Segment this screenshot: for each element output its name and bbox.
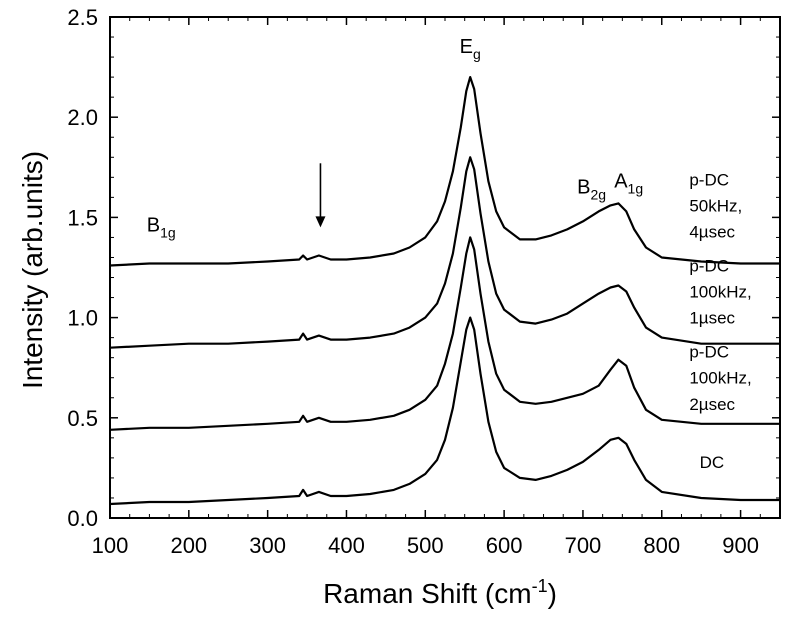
series-line-1 <box>109 76 780 267</box>
series-label-3: 100kHz, <box>689 369 751 388</box>
peak-label-sub: 2g <box>590 186 606 202</box>
x-tick-label: 800 <box>643 533 680 558</box>
series-line-2 <box>109 156 780 349</box>
x-tick-label: 500 <box>407 533 444 558</box>
x-tick-label: 300 <box>249 533 286 558</box>
peak-label: Eg <box>460 36 481 62</box>
arrow-head <box>315 216 326 228</box>
y-axis-title: Intensity (arb.units) <box>17 151 48 389</box>
x-tick-label: 900 <box>722 533 759 558</box>
x-axis-title: Raman Shift (cm-1) <box>323 576 557 609</box>
y-tick-label: 1.5 <box>67 205 98 230</box>
series-label-1: p-DC <box>689 170 729 189</box>
x-tick-label: 700 <box>565 533 602 558</box>
peak-label: A1g <box>614 170 643 196</box>
series-label-2: p-DC <box>689 257 729 276</box>
series-line-3 <box>109 236 780 431</box>
annotations: p-DC 50kHz, 4µsec p-DC 100kHz, 1µsec p-DC 100kH… <box>147 36 752 472</box>
series-label-4: DC <box>700 453 725 472</box>
series-label-3: 2µsec <box>689 395 735 414</box>
y-tick-label: 2.5 <box>67 5 98 30</box>
x-tick-label: 400 <box>328 533 365 558</box>
x-tick-label: 100 <box>92 533 129 558</box>
x-axis-title-end: ) <box>548 578 557 609</box>
series-group <box>109 76 780 506</box>
peak-label-sub: g <box>473 46 481 62</box>
y-tick-label: 0.5 <box>67 406 98 431</box>
peak-label-base: A <box>614 170 628 192</box>
x-tick-label: 600 <box>486 533 523 558</box>
peak-label-sub: 1g <box>160 224 176 240</box>
peak-label: B1g <box>147 214 176 240</box>
peak-label-base: E <box>460 36 473 58</box>
y-tick-label: 0.0 <box>67 506 98 531</box>
x-axis-title-sup: -1 <box>532 576 548 596</box>
peak-label-base: B <box>147 214 160 236</box>
series-line-4 <box>109 316 780 506</box>
series-label-1: 50kHz, <box>689 196 742 215</box>
x-axis-title-main: Raman Shift (cm <box>323 578 532 609</box>
series-label-1: 4µsec <box>689 222 735 241</box>
series-label-2: 100kHz, <box>689 283 751 302</box>
peak-label-base: B <box>577 176 590 198</box>
y-tick-label: 1.0 <box>67 306 98 331</box>
y-tick-label: 2.0 <box>67 105 98 130</box>
series-label-2: 1µsec <box>689 309 735 328</box>
plot-frame <box>109 16 781 519</box>
peak-label: B2g <box>577 176 606 202</box>
x-tick-label: 200 <box>170 533 207 558</box>
series-label-3: p-DC <box>689 343 729 362</box>
axes: 100 200 300 400 500 600 700 800 900 0.0 0.5 1.0 1.5 2… <box>67 5 781 558</box>
peak-label-sub: 1g <box>628 180 644 196</box>
